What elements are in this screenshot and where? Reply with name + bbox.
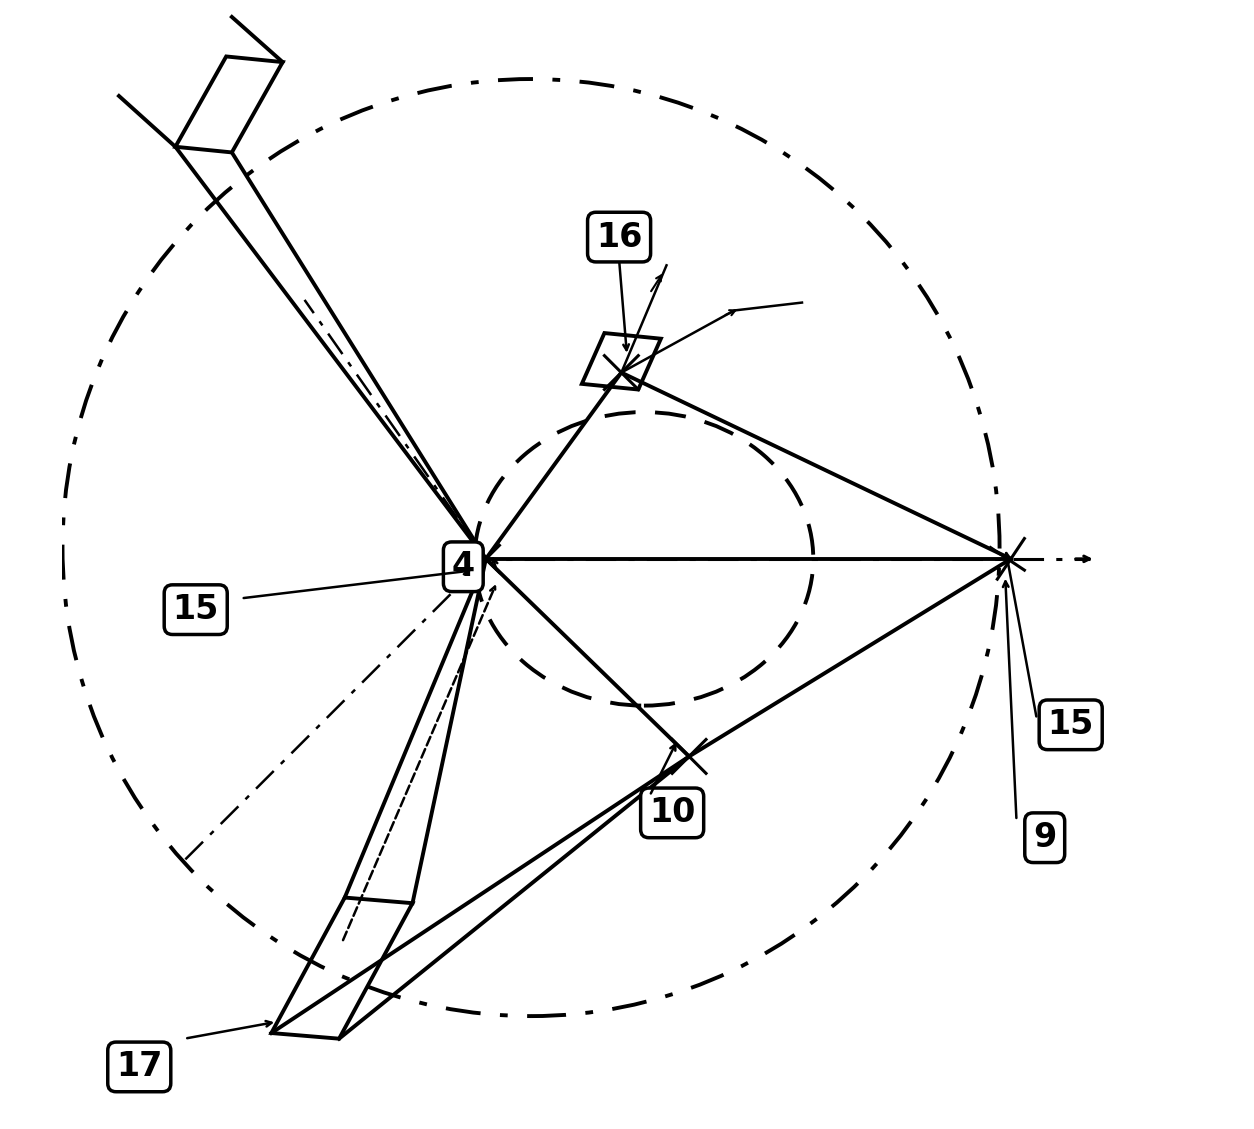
Text: 15: 15 — [1047, 708, 1093, 742]
Text: 15: 15 — [173, 593, 219, 627]
Text: 9: 9 — [1033, 821, 1056, 855]
Text: 10: 10 — [650, 796, 696, 830]
Text: 17: 17 — [117, 1050, 163, 1084]
Text: 4: 4 — [451, 550, 475, 584]
Text: 16: 16 — [596, 220, 642, 254]
